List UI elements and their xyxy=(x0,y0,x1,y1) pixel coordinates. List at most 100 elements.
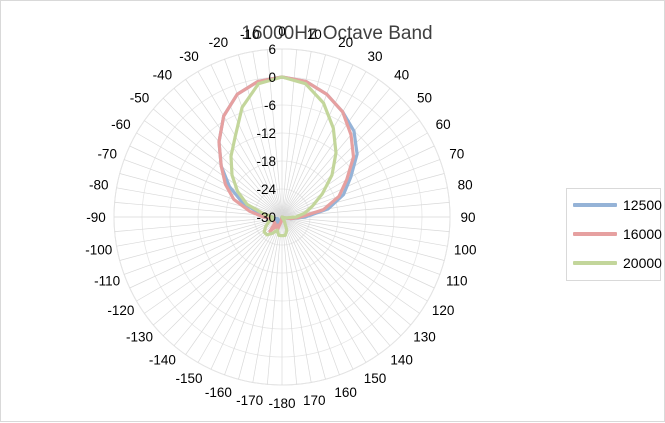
angle-tick-label: -80 xyxy=(89,178,109,193)
grid-spoke xyxy=(153,216,283,326)
grid-spoke xyxy=(124,216,283,275)
angle-tick-label: -160 xyxy=(205,385,232,400)
grid-spoke xyxy=(281,187,448,218)
grid-spoke xyxy=(281,216,367,363)
grid-spoke xyxy=(281,216,312,383)
legend: 12500 16000 20000 xyxy=(566,188,662,281)
grid-spoke xyxy=(281,216,326,380)
grid-spoke xyxy=(281,216,391,346)
radial-tick-label: -6 xyxy=(264,98,276,113)
grid-spoke xyxy=(136,216,283,302)
legend-label: 12500 xyxy=(623,197,662,213)
angle-tick-label: 150 xyxy=(364,371,387,386)
grid-spoke xyxy=(281,79,379,218)
legend-swatch-16000 xyxy=(573,232,617,236)
angle-tick-label: 50 xyxy=(417,90,432,105)
angle-tick-label: 80 xyxy=(458,178,473,193)
grid-spoke xyxy=(267,49,283,218)
angle-tick-label: 60 xyxy=(436,117,451,132)
grid-spoke xyxy=(281,159,440,218)
grid-spoke xyxy=(252,51,283,218)
grid-spoke xyxy=(238,216,283,380)
grid-spoke xyxy=(281,216,420,314)
angle-tick-label: -150 xyxy=(175,371,202,386)
grid-spoke xyxy=(153,108,283,218)
radial-tick-label: -12 xyxy=(256,126,276,141)
grid-spoke xyxy=(114,216,283,232)
grid-spoke xyxy=(281,64,354,218)
angle-tick-label: 100 xyxy=(454,242,477,257)
angle-tick-label: -50 xyxy=(130,90,150,105)
angle-tick-label: -100 xyxy=(85,242,112,257)
grid-spoke xyxy=(173,216,283,346)
legend-item-16000: 16000 xyxy=(573,224,662,244)
grid-spoke xyxy=(144,216,283,314)
polar-grid xyxy=(113,48,451,386)
grid-spoke xyxy=(281,145,435,218)
grid-spoke xyxy=(238,54,283,218)
grid-spoke xyxy=(281,132,428,218)
angle-tick-label: 90 xyxy=(460,210,475,225)
legend-label: 20000 xyxy=(623,255,662,271)
grid-spoke xyxy=(197,71,283,218)
angle-tick-label: 140 xyxy=(390,353,413,368)
grid-spoke xyxy=(281,216,297,385)
angle-tick-label: 170 xyxy=(303,393,326,408)
angle-tick-label: 0 xyxy=(278,24,286,39)
angle-tick-label: 120 xyxy=(432,303,455,318)
radial-tick-labels: -30 -24 -18 -12 -6 0 6 xyxy=(256,42,276,225)
grid-spoke xyxy=(281,216,402,337)
grid-spoke xyxy=(281,108,411,218)
grid-spoke xyxy=(116,216,283,247)
grid-spoke xyxy=(281,216,379,355)
angle-tick-label: -140 xyxy=(149,353,176,368)
legend-label: 16000 xyxy=(623,226,662,242)
angle-tick-label: 20 xyxy=(338,35,353,50)
grid-spoke xyxy=(162,216,283,337)
grid-spoke xyxy=(144,120,283,218)
grid-spoke xyxy=(197,216,283,363)
angle-tick-label: -40 xyxy=(153,68,173,83)
grid-spoke xyxy=(162,97,283,218)
grid-spoke xyxy=(281,71,367,218)
grid-spoke xyxy=(281,216,440,275)
grid-spoke xyxy=(281,97,402,218)
grid-spoke xyxy=(210,216,283,370)
angle-tick-label: -70 xyxy=(97,146,117,161)
grid-spoke xyxy=(281,59,340,218)
series-line-20000 xyxy=(229,75,338,238)
legend-item-20000: 20000 xyxy=(573,253,662,273)
angle-tick-label: -180 xyxy=(268,396,295,411)
grid-spoke xyxy=(281,216,448,247)
grid-spoke xyxy=(281,54,326,218)
series-line-16000 xyxy=(217,75,356,233)
grid-spoke xyxy=(129,216,283,289)
grid-spoke xyxy=(129,145,283,218)
angle-tick-label: -90 xyxy=(86,210,106,225)
legend-item-12500: 12500 xyxy=(573,195,662,215)
grid-spoke xyxy=(136,132,283,218)
angle-tick-label: -20 xyxy=(209,35,229,50)
grid-spoke xyxy=(281,216,435,289)
grid-spoke xyxy=(281,49,297,218)
grid-spoke xyxy=(267,216,283,385)
angle-tick-label: -130 xyxy=(126,330,153,345)
grid-spoke xyxy=(224,59,283,218)
angle-tick-label: 10 xyxy=(307,27,322,42)
grid-spoke xyxy=(281,216,411,326)
angle-tick-label: -170 xyxy=(236,393,263,408)
grid-spoke xyxy=(281,51,312,218)
grid-spoke xyxy=(119,216,283,261)
radial-tick-label: 6 xyxy=(268,42,276,57)
angle-tick-label: 40 xyxy=(394,68,409,83)
angle-tick-labels: 0 102030405060708090100110120130140150160… xyxy=(85,24,476,411)
radial-tick-label: -24 xyxy=(256,182,276,197)
grid-spoke xyxy=(173,88,283,218)
grid-spoke xyxy=(281,216,428,302)
angle-tick-label: -60 xyxy=(111,117,131,132)
grid-spoke xyxy=(224,216,283,375)
radial-tick-label: 0 xyxy=(268,70,276,85)
angle-tick-label: -10 xyxy=(240,27,260,42)
